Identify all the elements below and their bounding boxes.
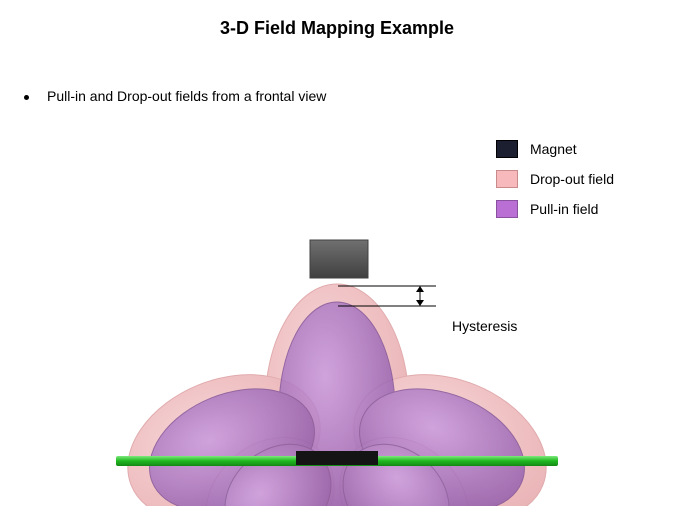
sensor-core xyxy=(296,451,378,465)
legend-row: Magnet xyxy=(496,140,614,158)
page-title: 3-D Field Mapping Example xyxy=(0,18,674,39)
legend-label: Drop-out field xyxy=(530,171,614,187)
bullet-item: Pull-in and Drop-out fields from a front… xyxy=(24,88,326,104)
field-diagram xyxy=(0,206,674,506)
page-title-text: 3-D Field Mapping Example xyxy=(220,18,454,38)
bullet-marker xyxy=(24,95,29,100)
legend-swatch xyxy=(496,170,518,188)
legend-swatch xyxy=(496,140,518,158)
legend-label: Magnet xyxy=(530,141,577,157)
legend-row: Drop-out field xyxy=(496,170,614,188)
magnet-icon xyxy=(310,240,368,278)
bullet-text: Pull-in and Drop-out fields from a front… xyxy=(47,88,326,104)
